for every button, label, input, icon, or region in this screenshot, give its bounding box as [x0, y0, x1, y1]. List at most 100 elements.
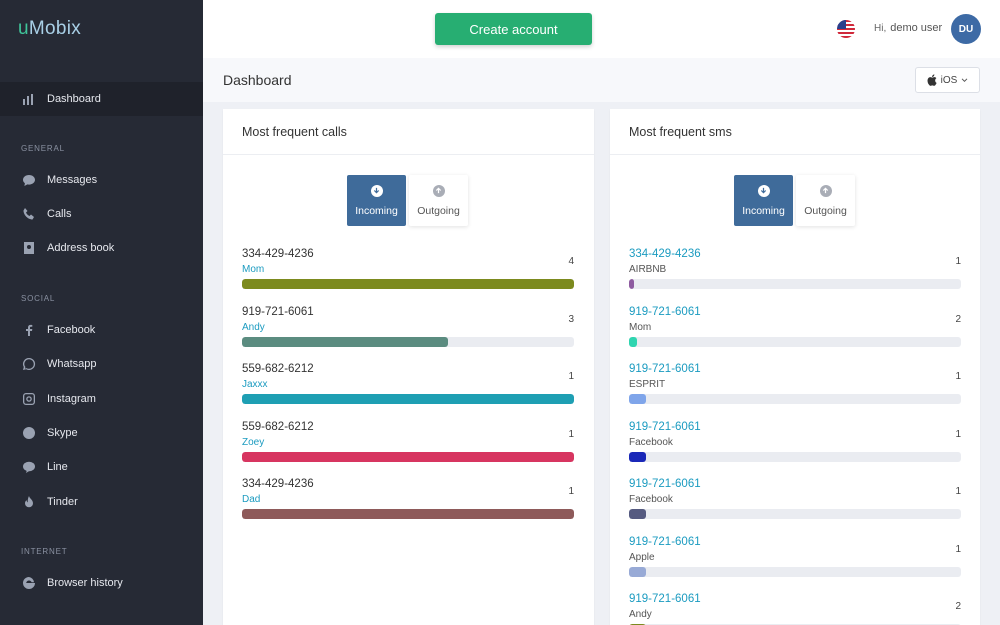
sidebar-item-tinder[interactable]: Tinder	[0, 485, 203, 519]
us-flag-icon[interactable]	[837, 20, 855, 38]
skype-icon	[22, 426, 36, 440]
frequency-bar-track	[242, 394, 574, 404]
frequency-count: 1	[955, 428, 961, 440]
frequency-bar-track	[629, 566, 961, 577]
frequency-bar-track	[629, 509, 961, 519]
phone-number: 334-429-4236	[242, 248, 314, 260]
sidebar-item-label: Whatsapp	[47, 358, 97, 370]
frequency-bar-track	[242, 279, 574, 289]
instagram-icon	[22, 392, 36, 406]
sidebar-item-label: Browser history	[47, 577, 123, 589]
create-account-button[interactable]: Create account	[435, 13, 592, 45]
list-item[interactable]: 334-429-4236 Dad 1	[242, 478, 574, 524]
contact-name: Mom	[242, 264, 265, 275]
frequency-count: 2	[955, 601, 961, 612]
frequency-bar-track	[629, 394, 961, 404]
top-bar: Create account Hi, demo user DU	[203, 0, 1000, 58]
list-item[interactable]: 919-721-6061 Apple 1	[629, 536, 961, 582]
whatsapp-icon	[22, 357, 36, 371]
phone-number: 919-721-6061	[629, 535, 701, 548]
frequency-bar-fill	[629, 566, 646, 577]
sidebar-item-line[interactable]: Line	[0, 450, 203, 484]
frequency-bar-fill	[242, 451, 574, 462]
contact-card-icon	[22, 241, 36, 255]
sidebar-item-label: Line	[47, 461, 68, 473]
outgoing-calls-tab[interactable]: Outgoing	[409, 175, 468, 226]
arrow-down-icon	[370, 184, 383, 197]
contact-name: Zoey	[242, 436, 265, 448]
greeting-prefix: Hi,	[874, 23, 887, 34]
incoming-calls-tab[interactable]: Incoming	[347, 175, 406, 226]
list-item[interactable]: 559-682-6212 Zoey 1	[242, 421, 574, 467]
list-item[interactable]: 334-429-4236 Mom 4	[242, 248, 574, 294]
user-greeting[interactable]: Hi, demo user	[874, 22, 942, 34]
outgoing-sms-tab[interactable]: Outgoing	[796, 175, 855, 226]
list-item[interactable]: 919-721-6061 Andy 2	[629, 593, 961, 625]
sidebar-item-browser-history[interactable]: Browser history	[0, 566, 203, 600]
frequency-count: 1	[955, 543, 961, 555]
phone-icon	[22, 207, 36, 221]
contact-name: Andy	[242, 321, 265, 333]
sidebar-item-dashboard[interactable]: Dashboard	[0, 82, 203, 116]
tab-label: Outgoing	[804, 204, 847, 217]
frequency-bar-fill	[629, 394, 646, 404]
list-item[interactable]: 919-721-6061 Facebook 1	[629, 478, 961, 524]
platform-select[interactable]: iOS	[915, 67, 980, 93]
frequency-bar-fill	[242, 336, 448, 347]
frequency-bar-track	[629, 336, 961, 347]
contact-name: Facebook	[629, 436, 673, 448]
contact-name: Facebook	[629, 494, 673, 505]
sidebar-item-facebook[interactable]: Facebook	[0, 313, 203, 347]
contact-name: ESPRIT	[629, 379, 666, 390]
avatar[interactable]: DU	[951, 14, 981, 44]
phone-number: 919-721-6061	[629, 593, 701, 605]
sms-panel-title: Most frequent sms	[610, 109, 980, 155]
section-label-internet: INTERNET	[21, 547, 68, 556]
frequency-bar-fill	[629, 279, 634, 289]
frequency-bar-fill	[242, 509, 574, 519]
frequency-bar-fill	[242, 394, 574, 404]
sidebar-item-calls[interactable]: Calls	[0, 197, 203, 231]
calls-panel: Most frequent calls Incoming Outgoing 33…	[223, 109, 594, 625]
list-item[interactable]: 919-721-6061 Facebook 1	[629, 421, 961, 467]
facebook-icon	[22, 323, 36, 337]
frequency-bar-track	[629, 279, 961, 289]
list-item[interactable]: 559-682-6212 Jaxxx 1	[242, 363, 574, 409]
list-item[interactable]: 919-721-6061 Andy 3	[242, 306, 574, 352]
list-item[interactable]: 919-721-6061 Mom 2	[629, 306, 961, 352]
dashboard-header: Dashboard iOS	[203, 58, 1000, 102]
contact-name: Jaxxx	[242, 379, 268, 390]
frequency-count: 2	[955, 313, 961, 325]
sidebar: uMobix Dashboard GENERAL Messages Calls …	[0, 0, 203, 625]
frequency-bar-track	[242, 336, 574, 347]
sidebar-item-skype[interactable]: Skype	[0, 416, 203, 450]
tab-label: Outgoing	[417, 204, 460, 217]
contact-name: Dad	[242, 494, 261, 505]
phone-number: 559-682-6212	[242, 363, 314, 375]
sidebar-item-label: Messages	[47, 174, 98, 186]
tab-label: Incoming	[742, 204, 785, 217]
browser-icon	[22, 576, 36, 590]
list-item[interactable]: 919-721-6061 ESPRIT 1	[629, 363, 961, 409]
frequency-bar-track	[242, 451, 574, 462]
sidebar-item-messages[interactable]: Messages	[0, 163, 203, 197]
sidebar-item-label: Address book	[47, 242, 115, 254]
frequency-bar-fill	[629, 336, 638, 347]
contact-name: Mom	[629, 321, 652, 333]
incoming-sms-tab[interactable]: Incoming	[734, 175, 793, 226]
frequency-bar-track	[242, 509, 574, 519]
list-item[interactable]: 334-429-4236 AIRBNB 1	[629, 248, 961, 294]
sidebar-item-whatsapp[interactable]: Whatsapp	[0, 347, 203, 381]
sms-panel: Most frequent sms Incoming Outgoing 334-…	[610, 109, 980, 625]
phone-number: 919-721-6061	[629, 420, 701, 433]
sidebar-item-instagram[interactable]: Instagram	[0, 382, 203, 416]
arrow-up-icon	[432, 184, 445, 197]
phone-number: 919-721-6061	[629, 305, 701, 318]
frequency-count: 1	[568, 486, 574, 497]
section-label-social: SOCIAL	[21, 294, 56, 303]
sidebar-item-address-book[interactable]: Address book	[0, 231, 203, 265]
sidebar-item-label: Calls	[47, 208, 72, 220]
frequency-count: 1	[955, 256, 961, 267]
app-logo[interactable]: uMobix	[18, 18, 82, 39]
phone-number: 334-429-4236	[242, 478, 314, 490]
